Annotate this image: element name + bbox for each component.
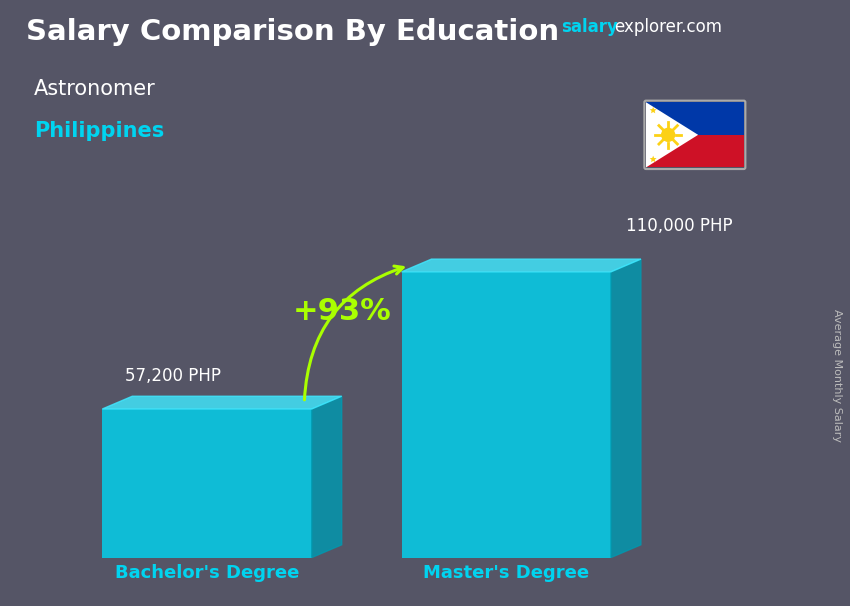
Text: Average Monthly Salary: Average Monthly Salary (832, 309, 842, 442)
Polygon shape (649, 156, 656, 162)
Polygon shape (401, 259, 641, 272)
Text: explorer.com: explorer.com (615, 18, 722, 36)
Bar (646, 135, 744, 167)
Circle shape (661, 128, 675, 142)
Polygon shape (663, 132, 670, 138)
Text: Master's Degree: Master's Degree (423, 564, 589, 582)
Bar (102, 409, 312, 558)
Text: 110,000 PHP: 110,000 PHP (626, 218, 733, 236)
Polygon shape (611, 259, 641, 558)
Polygon shape (312, 396, 342, 558)
Text: Bachelor's Degree: Bachelor's Degree (115, 564, 299, 582)
Text: Salary Comparison By Education: Salary Comparison By Education (26, 18, 558, 46)
Text: +93%: +93% (292, 297, 391, 326)
Bar (401, 272, 611, 558)
Text: Philippines: Philippines (34, 121, 164, 141)
Text: 57,200 PHP: 57,200 PHP (125, 367, 221, 385)
Polygon shape (646, 102, 698, 167)
Bar (646, 102, 744, 135)
Text: salary: salary (561, 18, 618, 36)
Polygon shape (102, 396, 342, 409)
Text: Astronomer: Astronomer (34, 79, 156, 99)
Polygon shape (649, 107, 656, 113)
